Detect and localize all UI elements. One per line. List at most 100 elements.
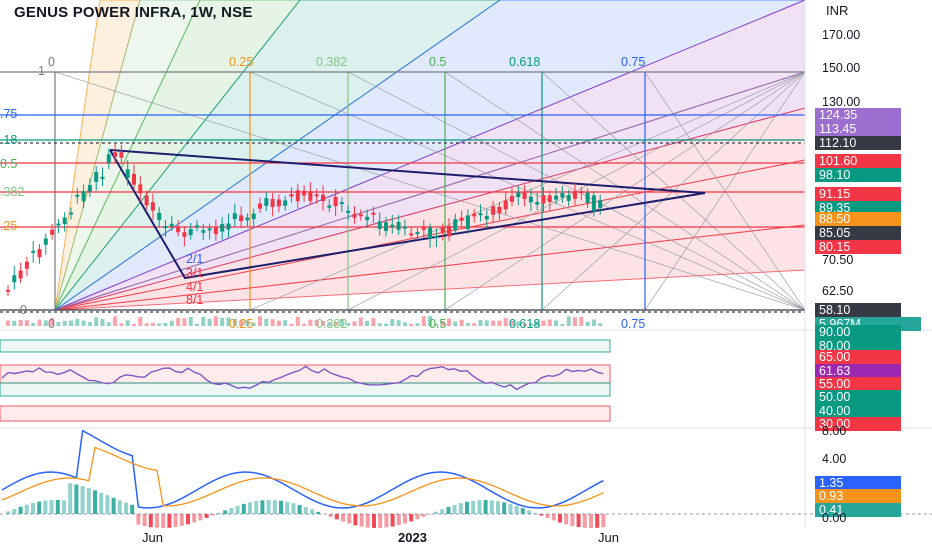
volume-bar <box>566 316 571 326</box>
macd-histogram-bar <box>266 500 271 514</box>
volume-bar <box>459 319 464 326</box>
macd-histogram-bar <box>483 500 488 514</box>
volume-bar <box>213 316 218 326</box>
candle-body <box>339 202 344 205</box>
candle-body <box>302 190 307 196</box>
macd-badge: 1.35 <box>815 476 901 490</box>
volume-bar <box>295 316 300 326</box>
candle-body <box>541 195 546 204</box>
fan-ratio-label: 3/1 <box>186 266 204 280</box>
signal-badge: 0.93 <box>815 489 901 503</box>
macd-histogram-bar <box>570 514 575 526</box>
volume-bar <box>251 322 256 326</box>
macd-histogram-bar <box>167 514 172 528</box>
candle-body <box>24 261 29 269</box>
candle-body <box>119 152 124 158</box>
time-axis-label: Jun <box>142 530 163 545</box>
macd-histogram-bar <box>589 514 593 528</box>
rsi-line <box>1 365 604 391</box>
candle-body <box>453 219 458 231</box>
candle-body <box>75 194 80 197</box>
volume-bar <box>188 316 193 326</box>
candle-body <box>358 214 363 217</box>
macd-histogram-bar <box>74 484 79 514</box>
volume-bar <box>579 317 584 326</box>
macd-histogram-bar <box>223 510 228 514</box>
candle-body <box>106 154 111 163</box>
gann-diagonal <box>444 71 806 311</box>
macd-histogram-bar <box>502 502 507 514</box>
volume-bar <box>428 316 433 326</box>
macd-histogram-bar <box>142 514 147 527</box>
candle-body <box>465 215 470 230</box>
volume-bar <box>497 320 502 326</box>
macd-histogram-bar <box>434 511 438 514</box>
volume-bar <box>371 317 376 326</box>
candle-body <box>195 225 199 228</box>
volume-bar <box>516 321 521 326</box>
volume-bar <box>365 320 370 326</box>
macd-histogram-bar <box>595 514 600 528</box>
volume-bar <box>339 319 344 326</box>
candle-body <box>402 226 407 229</box>
fib-price-level: .18 <box>0 133 18 147</box>
volume-bar <box>75 318 80 326</box>
volume-bar <box>421 316 426 326</box>
macd-histogram-bar <box>359 514 364 527</box>
candle-body <box>81 191 86 202</box>
volume-bar <box>327 322 332 326</box>
volume-bar <box>302 323 307 326</box>
volume-bar <box>541 320 546 326</box>
macd-histogram-bar <box>285 501 290 514</box>
candle-body <box>157 212 162 220</box>
volume-bar <box>50 317 55 326</box>
volume-bar <box>415 323 420 326</box>
candle-body <box>100 176 105 179</box>
fib-time-label: 0.25 <box>229 55 254 69</box>
macd-histogram-bar <box>124 502 128 514</box>
volume-bar <box>144 323 149 326</box>
volume-bar <box>69 320 73 326</box>
candle-body <box>459 217 464 221</box>
candle-body <box>43 238 48 245</box>
macd-histogram-bar <box>341 514 345 522</box>
candle-body <box>289 194 294 197</box>
histogram-badge: 0.41 <box>815 503 901 517</box>
candle-body <box>440 227 445 233</box>
price-badge: 91.15 <box>815 187 901 201</box>
rsi-level-badge: 90.00 <box>815 325 901 339</box>
price-badge: 101.60 <box>815 154 901 168</box>
volume-bar <box>24 320 29 326</box>
macd-histogram-bar <box>254 501 259 514</box>
volume-bar <box>547 319 552 326</box>
candle-body <box>428 227 433 239</box>
macd-histogram-bar <box>291 503 296 514</box>
candle-body <box>409 233 414 236</box>
volume-bar <box>182 318 187 326</box>
candle-body <box>50 229 55 235</box>
volume-bar <box>377 323 382 326</box>
candle-body <box>251 213 256 219</box>
candle-body <box>169 223 174 227</box>
fan-ratio-label: 4/1 <box>186 280 204 294</box>
candle-body <box>598 200 603 209</box>
rsi-band-lower <box>0 382 611 397</box>
volume-bar <box>314 320 319 326</box>
price-badge: 85.05 <box>815 226 901 240</box>
volume-bar <box>560 323 565 326</box>
candle-body <box>396 222 401 230</box>
macd-histogram-bar <box>161 514 166 528</box>
macd-histogram-bar <box>105 495 110 514</box>
macd-axis-label: 0.00 <box>822 511 847 525</box>
macd-histogram-bar <box>415 514 420 520</box>
macd-histogram-bar <box>136 514 141 525</box>
symbol-title[interactable]: GENUS POWER INFRA, 1W, NSE <box>14 4 253 21</box>
fib-time-label-bottom: 0.382 <box>316 317 348 331</box>
macd-histogram-bar <box>24 504 29 514</box>
rsi-level-badge: 50.00 <box>815 390 901 404</box>
gann-diagonal <box>249 71 806 311</box>
candle-body <box>201 230 206 233</box>
volume-bar <box>176 317 181 326</box>
